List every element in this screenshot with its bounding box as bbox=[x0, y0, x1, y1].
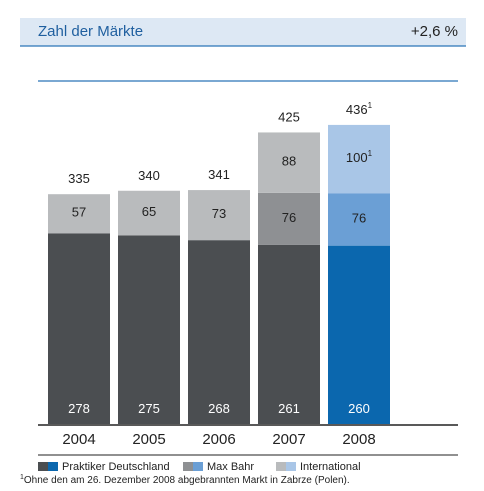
legend-swatch bbox=[183, 462, 193, 471]
value-label: 1001 bbox=[346, 149, 373, 165]
total-label: 425 bbox=[278, 110, 300, 125]
bar-segment bbox=[118, 190, 180, 236]
value-text: 278 bbox=[68, 401, 90, 416]
bar-segment bbox=[258, 244, 320, 424]
total-label: 340 bbox=[138, 168, 160, 183]
value-text: 57 bbox=[72, 205, 86, 220]
chart-subtitle: +2,6 % bbox=[411, 23, 458, 40]
value-text: 73 bbox=[212, 207, 226, 222]
value-label: 268 bbox=[208, 401, 230, 416]
value-text: 260 bbox=[348, 401, 370, 416]
value-text: 88 bbox=[282, 154, 296, 169]
value-label: 278 bbox=[68, 401, 90, 416]
bar-segment bbox=[188, 190, 250, 241]
chart-title: Zahl der Märkte bbox=[38, 23, 143, 40]
legend-swatch bbox=[48, 462, 58, 471]
footnote-marker: 1 bbox=[368, 149, 373, 158]
value-label: 76 bbox=[282, 210, 296, 225]
x-tick-label: 2005 bbox=[132, 431, 165, 448]
value-label: 260 bbox=[348, 401, 370, 416]
value-text: 261 bbox=[278, 401, 300, 416]
bar-segment bbox=[48, 233, 110, 424]
bar-segment bbox=[328, 124, 390, 194]
bar-segment bbox=[188, 240, 250, 424]
total-text: 425 bbox=[278, 110, 300, 125]
value-label: 261 bbox=[278, 401, 300, 416]
value-label: 76 bbox=[352, 211, 366, 226]
value-label: 275 bbox=[138, 401, 160, 416]
total-text: 340 bbox=[138, 168, 160, 183]
x-tick-label: 2007 bbox=[272, 431, 305, 448]
footnote-marker: 1 bbox=[368, 101, 373, 110]
legend-swatch bbox=[193, 462, 203, 471]
legend-label: Max Bahr bbox=[207, 461, 254, 473]
legend-swatch bbox=[276, 462, 286, 471]
footnote: 1Ohne den am 26. Dezember 2008 abgebrann… bbox=[20, 474, 350, 486]
bar-segment bbox=[328, 245, 390, 424]
value-label: 88 bbox=[282, 154, 296, 169]
total-label: 4361 bbox=[346, 101, 373, 117]
x-tick-label: 2004 bbox=[62, 431, 95, 448]
total-label: 341 bbox=[208, 168, 230, 183]
legend-swatch bbox=[38, 462, 48, 471]
footnote-marker: 1 bbox=[20, 474, 24, 481]
total-text: 436 bbox=[346, 102, 368, 117]
bar-segment bbox=[48, 194, 110, 234]
value-text: 268 bbox=[208, 401, 230, 416]
bar-segment bbox=[258, 192, 320, 245]
value-text: 65 bbox=[142, 204, 156, 219]
header-band bbox=[20, 18, 466, 46]
value-text: 76 bbox=[352, 211, 366, 226]
value-text: 275 bbox=[138, 401, 160, 416]
total-label: 335 bbox=[68, 172, 90, 187]
x-tick-label: 2006 bbox=[202, 431, 235, 448]
total-text: 335 bbox=[68, 172, 90, 187]
value-label: 73 bbox=[212, 207, 226, 222]
bar-segment bbox=[328, 193, 390, 246]
bar-segment bbox=[118, 235, 180, 424]
total-text: 341 bbox=[208, 168, 230, 183]
value-label: 57 bbox=[72, 205, 86, 220]
bar-segment bbox=[258, 132, 320, 193]
legend-label: Praktiker Deutschland bbox=[62, 461, 170, 473]
value-label: 65 bbox=[142, 204, 156, 219]
footnote-text: Ohne den am 26. Dezember 2008 abgebrannt… bbox=[24, 475, 350, 486]
value-text: 100 bbox=[346, 151, 368, 166]
x-tick-label: 2008 bbox=[342, 431, 375, 448]
legend-swatch bbox=[286, 462, 296, 471]
value-text: 76 bbox=[282, 210, 296, 225]
legend-label: International bbox=[300, 461, 361, 473]
